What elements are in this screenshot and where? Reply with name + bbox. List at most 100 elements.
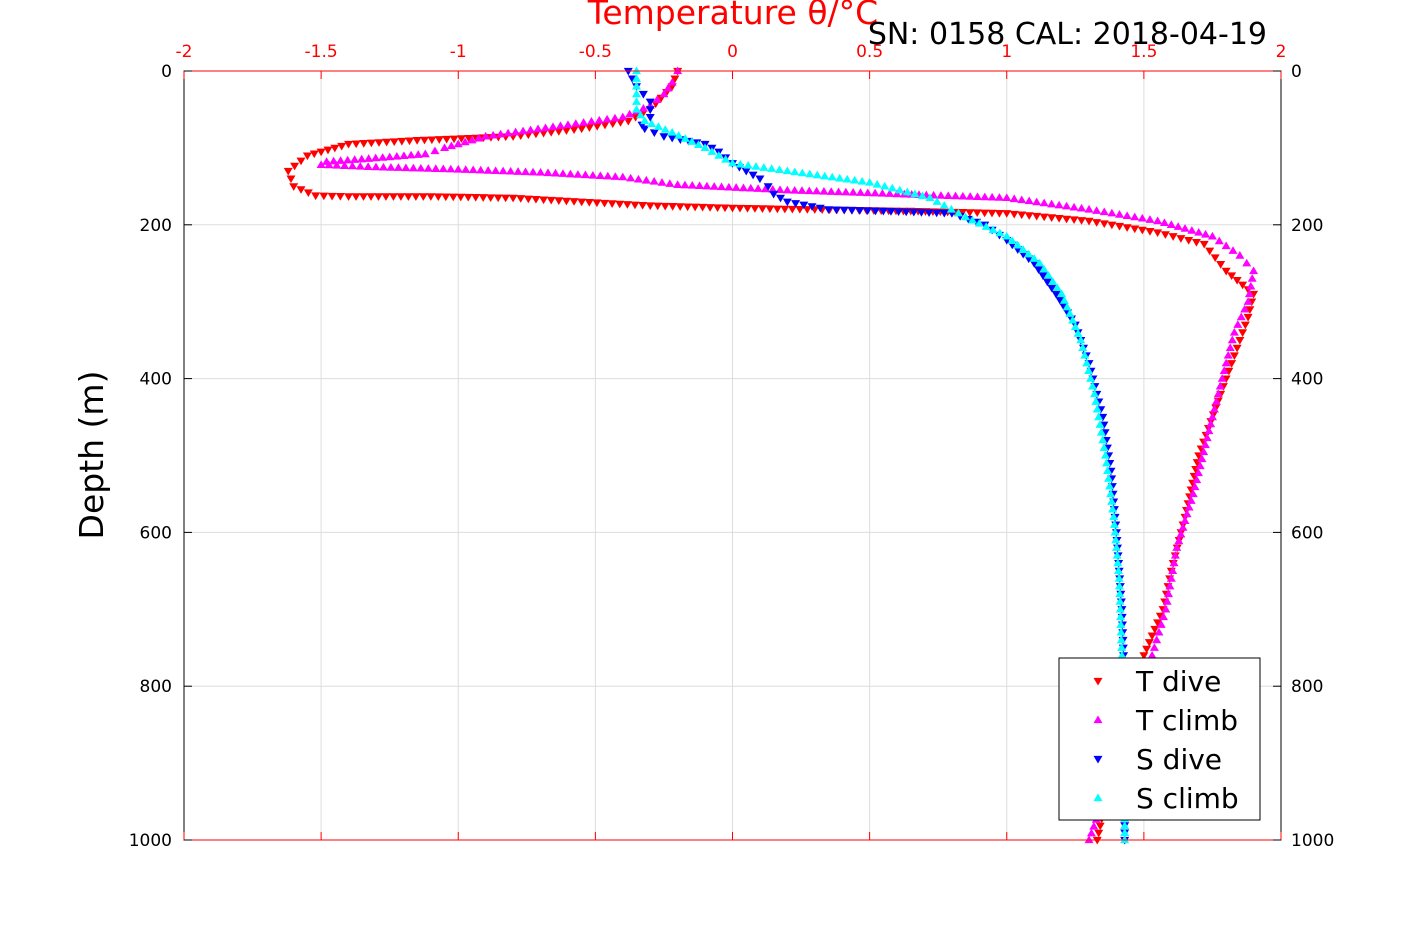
data-point-interp	[461, 165, 471, 173]
data-point-interp	[418, 193, 428, 201]
data-point-interp	[965, 192, 975, 200]
data-point-interp	[957, 209, 967, 217]
data-point-interp	[1107, 221, 1117, 230]
data-point-interp	[441, 193, 451, 202]
data-point-interp	[347, 161, 357, 170]
data-point-interp	[1099, 207, 1109, 216]
y-tick-label-left: 1000	[129, 831, 172, 851]
data-point-interp	[366, 139, 376, 148]
legend-marker	[1093, 715, 1103, 724]
data-point-interp	[1047, 199, 1057, 208]
data-point-interp	[1200, 440, 1210, 449]
data-point-interp	[1095, 420, 1105, 428]
data-point-interp	[323, 146, 333, 155]
data-point-interp	[600, 199, 610, 208]
data-point	[344, 193, 354, 201]
data-point-interp	[1048, 277, 1058, 285]
data-point	[1235, 337, 1245, 345]
data-point-interp	[464, 134, 474, 143]
data-point-interp	[1077, 217, 1087, 225]
data-point-interp	[1225, 343, 1235, 351]
data-point-interp	[389, 138, 399, 146]
data-point-interp	[1109, 520, 1119, 528]
data-point-interp	[1116, 612, 1126, 621]
data-point	[1147, 650, 1157, 659]
data-point	[618, 112, 628, 121]
data-point-interp	[371, 153, 381, 162]
data-point-interp	[668, 203, 678, 211]
data-point-interp	[1112, 550, 1122, 559]
data-point-interp	[416, 163, 426, 172]
data-point-interp	[378, 153, 388, 161]
data-point-interp	[1202, 433, 1212, 442]
data-point-interp	[533, 124, 543, 133]
data-point-interp	[943, 191, 953, 199]
data-point-interp	[381, 193, 391, 201]
data-point-interp	[768, 184, 778, 193]
data-point-interp	[901, 208, 911, 217]
data-point-interp	[687, 137, 697, 145]
data-point-interp	[946, 204, 956, 213]
data-point-interp	[1039, 213, 1049, 222]
data-point	[412, 137, 422, 145]
data-point-interp	[743, 160, 753, 169]
data-point-interp	[1120, 821, 1130, 829]
data-point-interp	[632, 81, 642, 90]
data-point-interp	[1078, 343, 1088, 351]
data-point-interp	[586, 117, 596, 125]
data-point-interp	[994, 209, 1004, 218]
data-point-interp	[1186, 496, 1196, 504]
y-tick-label-left: 0	[161, 62, 172, 82]
data-point	[623, 67, 633, 76]
data-point	[1243, 313, 1253, 322]
data-point-interp	[1059, 296, 1069, 304]
data-point-interp	[404, 137, 414, 146]
data-point-interp	[1099, 220, 1109, 229]
data-point-interp	[827, 172, 837, 181]
data-point-interp	[1205, 247, 1215, 256]
data-point-interp	[558, 169, 568, 177]
data-point-interp	[610, 172, 620, 180]
legend-label: S climb	[1136, 782, 1239, 815]
data-point	[782, 198, 792, 207]
data-point-interp	[839, 206, 849, 215]
data-point-interp	[863, 188, 873, 197]
data-point	[311, 192, 321, 201]
data-point-interp	[707, 147, 717, 155]
data-point-interp	[1094, 412, 1104, 421]
data-point	[1092, 836, 1102, 845]
data-point-interp	[1194, 227, 1204, 236]
data-point-interp	[767, 164, 777, 172]
data-point-interp	[1054, 200, 1064, 209]
data-point	[536, 168, 546, 176]
data-point-interp	[518, 126, 528, 135]
data-point	[283, 167, 293, 176]
data-point-interp	[932, 209, 942, 218]
data-point-interp	[932, 197, 942, 205]
data-point-interp	[411, 193, 421, 201]
data-point-interp	[687, 181, 697, 189]
data-point-interp	[647, 119, 657, 128]
data-point-interp	[965, 209, 975, 217]
data-point-interp	[309, 150, 319, 159]
data-point-interp	[831, 206, 841, 215]
y-tick-label-left: 400	[140, 370, 172, 390]
data-point-interp	[1111, 535, 1121, 544]
data-point-interp	[680, 134, 690, 142]
data-point-interp	[607, 200, 617, 208]
data-point-interp	[397, 137, 407, 146]
y-tick-label-right: 800	[1291, 677, 1323, 697]
data-point-interp	[1116, 627, 1126, 636]
data-point-interp	[698, 203, 708, 212]
data-point	[632, 66, 642, 75]
data-point	[289, 183, 299, 191]
data-point-interp	[1166, 574, 1176, 582]
data-point-interp	[1073, 329, 1083, 337]
legend: T dive T climb S dive S climb	[1058, 657, 1261, 821]
data-point-interp	[1240, 304, 1250, 313]
data-point	[1235, 251, 1245, 259]
data-point	[645, 98, 655, 107]
data-point-interp	[815, 204, 825, 213]
data-point-interp	[1154, 627, 1164, 636]
data-point	[1229, 327, 1239, 336]
